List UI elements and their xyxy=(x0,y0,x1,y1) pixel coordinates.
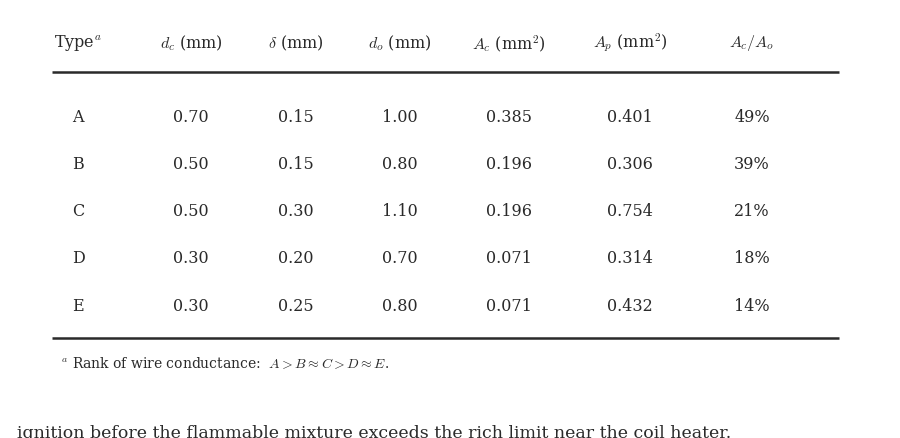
Text: 0.70: 0.70 xyxy=(174,109,209,126)
Text: 21%: 21% xyxy=(734,203,770,220)
Text: B: B xyxy=(72,156,84,173)
Text: A: A xyxy=(73,109,84,126)
Text: 0.30: 0.30 xyxy=(174,251,209,267)
Text: 0.385: 0.385 xyxy=(485,109,532,126)
Text: $A_c/A_o$: $A_c/A_o$ xyxy=(729,33,775,53)
Text: E: E xyxy=(72,298,84,314)
Text: Type$^a$: Type$^a$ xyxy=(54,33,102,53)
Text: 0.196: 0.196 xyxy=(485,203,532,220)
Text: 1.10: 1.10 xyxy=(382,203,418,220)
Text: $d_c$ (mm): $d_c$ (mm) xyxy=(160,33,222,53)
Text: 0.80: 0.80 xyxy=(382,298,418,314)
Text: 39%: 39% xyxy=(734,156,770,173)
Text: 0.20: 0.20 xyxy=(278,251,313,267)
Text: 0.30: 0.30 xyxy=(278,203,313,220)
Text: D: D xyxy=(72,251,85,267)
Text: $A_c$ (mm$^2$): $A_c$ (mm$^2$) xyxy=(472,33,545,53)
Text: 0.25: 0.25 xyxy=(278,298,313,314)
Text: 0.401: 0.401 xyxy=(608,109,653,126)
Text: $\delta$ (mm): $\delta$ (mm) xyxy=(267,34,323,53)
Text: 0.50: 0.50 xyxy=(174,156,209,173)
Text: 0.15: 0.15 xyxy=(278,156,313,173)
Text: 0.754: 0.754 xyxy=(608,203,653,220)
Text: 0.80: 0.80 xyxy=(382,156,418,173)
Text: 0.70: 0.70 xyxy=(382,251,418,267)
Text: 0.071: 0.071 xyxy=(486,298,532,314)
Text: 0.432: 0.432 xyxy=(608,298,653,314)
Text: ignition before the flammable mixture exceeds the rich limit near the coil heate: ignition before the flammable mixture ex… xyxy=(17,425,732,438)
Text: $^a$ Rank of wire conductance:  $A > B \approx C > D \approx E$.: $^a$ Rank of wire conductance: $A > B \a… xyxy=(61,356,389,371)
Text: 0.071: 0.071 xyxy=(486,251,532,267)
Text: 14%: 14% xyxy=(734,298,770,314)
Text: 0.15: 0.15 xyxy=(278,109,313,126)
Text: 0.30: 0.30 xyxy=(174,298,209,314)
Text: 49%: 49% xyxy=(734,109,770,126)
Text: 1.00: 1.00 xyxy=(382,109,418,126)
Text: C: C xyxy=(72,203,85,220)
Text: $d_o$ (mm): $d_o$ (mm) xyxy=(368,33,432,53)
Text: 0.314: 0.314 xyxy=(608,251,653,267)
Text: 0.196: 0.196 xyxy=(485,156,532,173)
Text: 0.306: 0.306 xyxy=(608,156,653,173)
Text: 18%: 18% xyxy=(734,251,770,267)
Text: 0.50: 0.50 xyxy=(174,203,209,220)
Text: $A_p$ (mm$^2$): $A_p$ (mm$^2$) xyxy=(593,32,668,55)
